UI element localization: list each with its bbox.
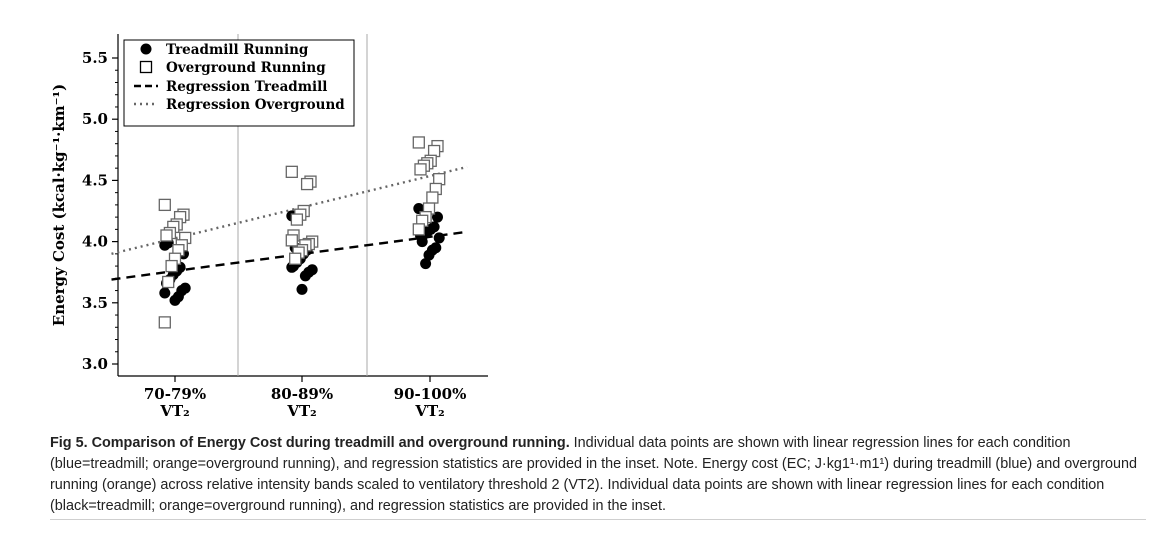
overground-point (285, 234, 298, 247)
overground-point (158, 198, 171, 212)
x-tick-label-unit: VT₂ (286, 402, 316, 420)
legend-overground-label: Overground Running (166, 60, 326, 76)
treadmill-point (159, 287, 171, 299)
y-tick-label: 4.5 (82, 171, 108, 189)
overground-point (412, 136, 425, 149)
x-tick-label-unit: VT₂ (414, 402, 444, 420)
x-tick-label-unit: VT₂ (159, 402, 189, 420)
y-axis-label: Energy Cost (kcal·kg⁻¹·km⁻¹) (50, 84, 68, 326)
treadmill-point (296, 283, 308, 295)
energy-cost-chart: 3.03.54.04.55.05.570-79%VT₂80-89%VT₂90-1… (50, 34, 488, 420)
legend-box (123, 39, 355, 127)
treadmill-point (299, 270, 311, 282)
treadmill-point (420, 258, 432, 270)
overground-point (426, 191, 439, 204)
y-tick-label: 3.5 (82, 294, 108, 312)
legend-overground-marker (139, 60, 153, 74)
legend-treadmill-marker (140, 43, 152, 55)
overground-point (290, 213, 304, 226)
overground-point (165, 259, 178, 273)
treadmill-point (423, 249, 435, 261)
overground-point (158, 316, 171, 329)
x-tick-label: 70-79% (144, 385, 206, 403)
y-tick-label: 4.0 (82, 233, 108, 251)
legend-treadmill-label: Treadmill Running (166, 42, 309, 58)
plot-area: 3.03.54.04.55.05.570-79%VT₂80-89%VT₂90-1… (82, 34, 488, 420)
overground-point (412, 223, 425, 236)
x-tick-label: 90-100% (394, 385, 467, 403)
overground-point (160, 229, 173, 242)
legend-regression-overground-label: Regression Overground (166, 97, 345, 113)
overground-point (162, 275, 175, 289)
y-tick-label: 5.0 (82, 110, 108, 128)
caption-divider (50, 519, 1146, 520)
overground-point (414, 163, 427, 176)
x-tick-label: 80-89% (271, 385, 333, 403)
caption-title: Fig 5. Comparison of Energy Cost during … (50, 435, 570, 451)
legend-regression-treadmill-label: Regression Treadmill (166, 79, 327, 95)
treadmill-point (169, 294, 181, 306)
y-tick-label: 3.0 (82, 355, 108, 373)
overground-point (285, 165, 298, 178)
treadmill-point (433, 232, 445, 244)
overground-point (300, 177, 314, 191)
figure-caption: Fig 5. Comparison of Energy Cost during … (50, 433, 1150, 517)
caption-body: Individual data points are shown with li… (50, 435, 1138, 514)
treadmill-point (416, 236, 428, 248)
overground-point (289, 252, 302, 265)
y-tick-label: 5.5 (82, 49, 108, 67)
